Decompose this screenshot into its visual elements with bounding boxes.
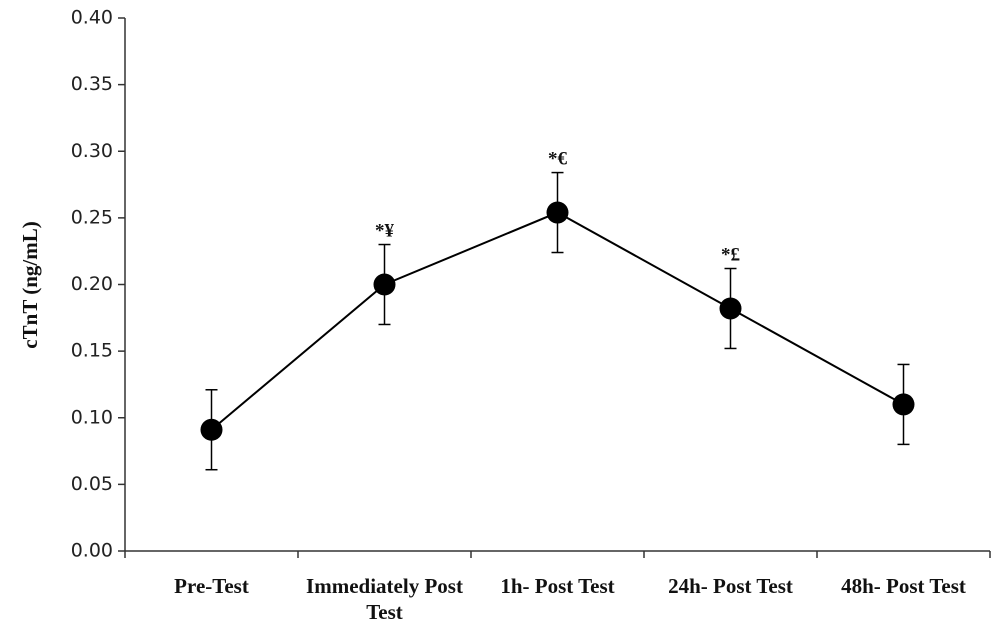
y-tick-label: 0.15: [71, 340, 113, 362]
marker: [373, 273, 396, 296]
y-tick-label: 0.35: [71, 73, 113, 95]
x-tick-label-box: Immediately Post Test: [306, 574, 463, 624]
y-tick-label: 0.10: [71, 406, 113, 428]
x-tick-label-box: 1h- Post Test: [500, 574, 615, 598]
x-tick-label-box: 48h- Post Test: [841, 574, 966, 598]
y-tick-label: 0.30: [71, 140, 113, 162]
x-tick-label: Immediately Post Test: [306, 574, 463, 624]
y-tick-label: 0.05: [71, 473, 113, 495]
annotation: *€: [548, 149, 568, 170]
marker: [200, 418, 223, 441]
y-tick-label: 0.25: [71, 206, 113, 228]
annotation: *¥: [375, 221, 395, 242]
marker: [719, 297, 742, 320]
x-tick-label: 24h- Post Test: [668, 574, 793, 598]
annotation: *£: [721, 245, 740, 266]
x-tick-label: 48h- Post Test: [841, 574, 966, 598]
marker: [546, 201, 569, 224]
x-tick-label: 1h- Post Test: [500, 574, 615, 598]
marker: [892, 393, 915, 416]
x-tick-label: Pre-Test: [174, 574, 249, 598]
y-tick-label: 0.00: [71, 540, 113, 562]
x-tick-label-box: Pre-Test: [174, 574, 249, 598]
y-axis-label: cTnT (ng/mL): [18, 221, 42, 348]
y-tick-label: 0.20: [71, 273, 113, 295]
x-tick-label-box: 24h- Post Test: [668, 574, 793, 598]
y-tick-label: 0.40: [71, 7, 113, 29]
